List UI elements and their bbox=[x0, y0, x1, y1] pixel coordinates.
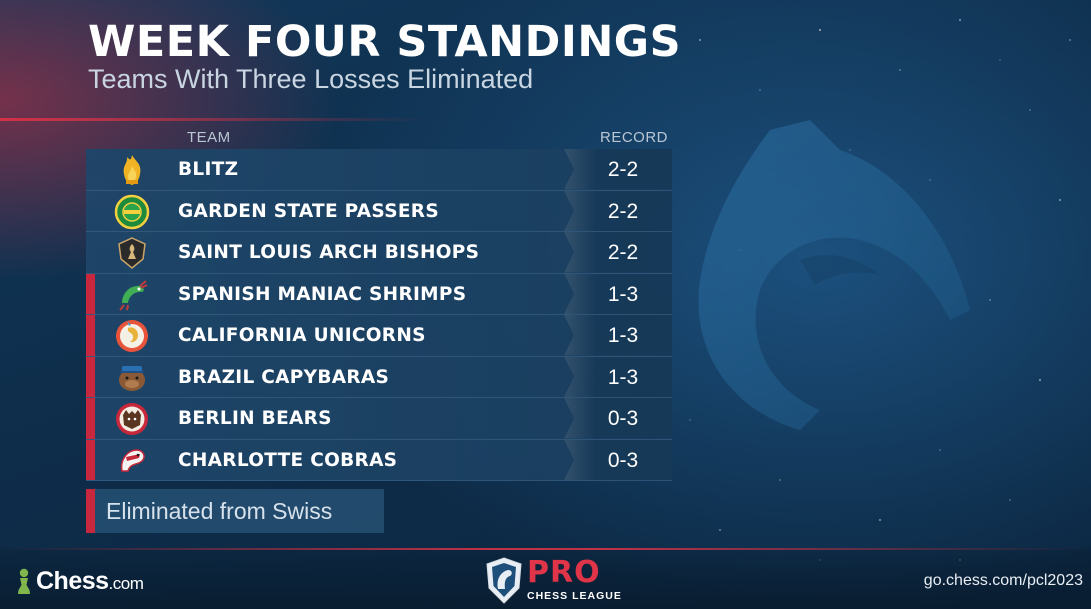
flame-logo-icon bbox=[123, 155, 141, 185]
team-name: BRAZIL CAPYBARAS bbox=[178, 366, 390, 388]
team-name: CALIFORNIA UNICORNS bbox=[178, 325, 426, 346]
standings-row-eliminated: CHARLOTTE COBRAS 0-3 bbox=[86, 439, 672, 481]
chess-wordmark: Chess.com bbox=[36, 566, 144, 595]
record-cell-bg bbox=[564, 149, 672, 190]
knight-horse-watermark bbox=[698, 120, 970, 430]
standings-row-eliminated: CALIFORNIA UNICORNS 1-3 bbox=[86, 315, 672, 357]
team-name: SPANISH MANIAC SHRIMPS bbox=[178, 283, 467, 305]
record-cell-bg bbox=[564, 439, 672, 480]
page-subtitle: Teams With Three Losses Eliminated bbox=[88, 64, 534, 94]
record-cell-bg bbox=[564, 398, 672, 439]
team-record: 2-2 bbox=[607, 158, 639, 181]
shrimp-logo-icon bbox=[119, 279, 148, 311]
footer-url: go.chess.com/pcl2023 bbox=[923, 572, 1083, 589]
column-header-team: TEAM bbox=[187, 129, 231, 146]
team-record: 1-3 bbox=[607, 324, 639, 347]
league-wordmark: CHESS LEAGUE bbox=[527, 590, 622, 602]
pro-chess-league-logo: PRO CHESS LEAGUE bbox=[476, 548, 626, 609]
standings-row-eliminated: BRAZIL CAPYBARAS 1-3 bbox=[86, 356, 672, 398]
record-cell-bg bbox=[564, 356, 672, 397]
pcl-shield-icon bbox=[486, 557, 522, 604]
team-name: BERLIN BEARS bbox=[178, 408, 332, 429]
team-record: 1-3 bbox=[607, 365, 639, 389]
capybara-logo-icon bbox=[119, 365, 145, 391]
cobra-logo-icon bbox=[120, 448, 145, 472]
standings-row: BLITZ 2-2 bbox=[86, 149, 672, 191]
standings-row-eliminated: SPANISH MANIAC SHRIMPS 1-3 bbox=[86, 273, 672, 315]
footer-band bbox=[0, 548, 1091, 609]
standings-row: SAINT LOUIS ARCH BISHOPS 2-2 bbox=[86, 232, 672, 274]
standings-row: GARDEN STATE PASSERS 2-2 bbox=[86, 190, 672, 232]
team-record: 0-3 bbox=[607, 407, 639, 430]
unicorn-logo-icon bbox=[116, 320, 148, 352]
team-name: GARDEN STATE PASSERS bbox=[178, 200, 439, 222]
bear-logo-icon bbox=[116, 403, 148, 435]
record-cell-bg bbox=[564, 273, 672, 314]
team-record: 2-2 bbox=[607, 199, 639, 223]
green-badge-logo-icon bbox=[114, 194, 150, 229]
legend-label: Eliminated from Swiss bbox=[106, 498, 333, 524]
record-cell-bg bbox=[564, 232, 672, 273]
elimination-legend: Eliminated from Swiss bbox=[86, 489, 384, 533]
team-name: BLITZ bbox=[178, 159, 239, 180]
team-record: 1-3 bbox=[607, 282, 639, 306]
bishop-shield-logo-icon bbox=[118, 237, 146, 269]
title-divider bbox=[0, 118, 430, 121]
team-name: CHARLOTTE COBRAS bbox=[178, 449, 398, 471]
chess-com-logo: Chess.com bbox=[16, 566, 144, 596]
record-cell-bg bbox=[564, 190, 672, 231]
standings-table: BLITZ 2-2 GARDEN STATE PASSERS 2-2 SAINT… bbox=[86, 149, 672, 481]
column-header-record: RECORD bbox=[600, 129, 669, 146]
standings-row-eliminated: BERLIN BEARS 0-3 bbox=[86, 398, 672, 440]
pawn-icon bbox=[18, 568, 30, 594]
page-title: WEEK FOUR STANDINGS bbox=[88, 17, 682, 67]
team-record: 0-3 bbox=[607, 448, 639, 472]
record-cell-bg bbox=[564, 315, 672, 356]
pro-wordmark: PRO bbox=[527, 555, 601, 590]
team-record: 2-2 bbox=[607, 241, 639, 264]
team-name: SAINT LOUIS ARCH BISHOPS bbox=[178, 242, 480, 263]
